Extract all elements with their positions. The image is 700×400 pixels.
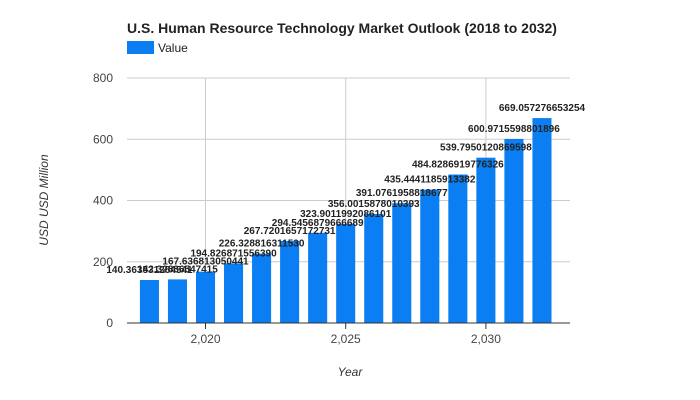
bar[interactable] [448,174,468,323]
y-tick-label: 800 [93,71,113,85]
bar[interactable] [308,232,328,323]
bar[interactable] [476,157,496,323]
y-axis-label: USD USD Million [37,154,51,246]
data-label: 391.0761958818677 [356,188,448,199]
y-tick-label: 200 [93,255,113,269]
y-tick-label: 600 [93,132,113,146]
legend-label: Value [158,41,188,55]
x-tick-label: 2,030 [471,332,501,346]
bar[interactable] [364,213,384,323]
data-label: 484.8286919776326 [412,160,504,171]
data-label: 323.9011992086101 [300,209,392,220]
data-label: 194.826871556390 [190,248,277,259]
bar[interactable] [280,241,300,323]
x-axis-label: Year [338,365,364,379]
data-label: 539.7950120869598 [440,143,532,154]
data-label: 669.057276653254 [499,103,586,114]
bar[interactable] [420,189,440,323]
data-label: 226.328816311530 [219,239,305,250]
bar[interactable] [504,138,524,323]
data-label: 600.9715598801896 [468,124,560,135]
data-label: 294.5456879666689 [272,218,364,229]
data-label: 267.7201657172731 [244,226,336,237]
data-label: 142.32886547415 [137,264,218,275]
x-tick-label: 2,020 [190,332,220,346]
bar[interactable] [139,280,159,323]
data-labels: 140.363531284541142.32886547415167.63681… [106,103,585,276]
y-tick-label: 400 [93,194,113,208]
bar[interactable] [392,203,412,323]
bar[interactable] [224,263,244,323]
data-label: 356.0015878010393 [328,199,420,210]
data-label: 435.4441185913382 [384,175,476,186]
legend-swatch [127,41,154,54]
chart-title: U.S. Human Resource Technology Market Ou… [127,20,557,36]
x-tick-label: 2,025 [331,332,361,346]
axes: 0 200 400 600 800 2,020 2,025 2,030 [93,71,570,346]
legend[interactable]: Value [127,41,188,55]
bar[interactable] [532,118,552,323]
data-label: 140.363531284541 [106,265,193,276]
bar[interactable] [336,223,356,323]
y-tick-label: 0 [106,316,113,330]
bar[interactable] [195,271,216,323]
bar[interactable] [167,279,188,323]
data-label: 167.636813050441 [162,257,249,268]
bar[interactable] [252,253,272,323]
bars [139,118,552,323]
